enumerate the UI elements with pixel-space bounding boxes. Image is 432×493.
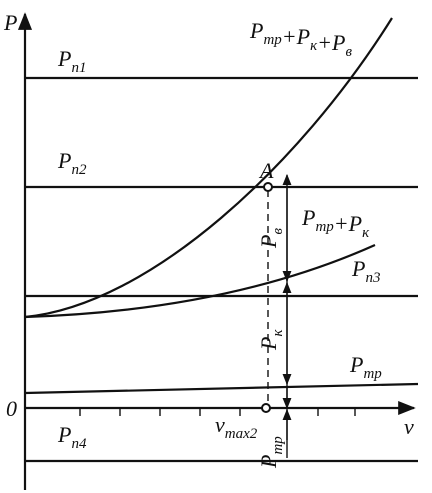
level-label: Pп1	[57, 46, 86, 76]
subscript: п1	[71, 60, 86, 76]
point-a	[263, 182, 273, 192]
level-label: Pп4	[57, 422, 87, 452]
text: P	[57, 46, 71, 71]
subscript: п4	[71, 436, 87, 452]
origin-label: 0	[6, 396, 17, 421]
text: P	[351, 256, 365, 281]
subscript: к	[310, 38, 318, 54]
subscript: к	[362, 225, 370, 241]
speed-label: vmax2	[215, 412, 258, 442]
subscript: тр	[263, 32, 282, 48]
partial-curve	[24, 243, 376, 319]
level-label: Pп2	[57, 148, 87, 178]
subscript: max2	[225, 426, 258, 442]
subscript: тр	[315, 219, 334, 235]
text: v	[215, 412, 225, 437]
subscript: п2	[71, 162, 87, 178]
subscript: тр	[270, 436, 286, 455]
text: P	[256, 455, 281, 469]
point-vmax	[261, 403, 271, 413]
curve-label: Pтр+Pк+Pв	[249, 18, 352, 60]
subscript: к	[270, 329, 286, 337]
text: P	[256, 235, 281, 249]
curve-label: Pтр+Pк	[301, 205, 370, 241]
text: +	[282, 24, 297, 49]
text: P	[301, 205, 315, 230]
text: P	[57, 422, 71, 447]
dimension-label: Pтр	[256, 436, 286, 469]
level-label: Pп3	[351, 256, 380, 286]
curve-label: Pтр	[349, 352, 382, 382]
text: P	[249, 18, 263, 43]
friction-line	[24, 382, 419, 395]
subscript: тр	[363, 366, 382, 382]
dimension-label: Pв	[256, 228, 286, 249]
text: P	[256, 337, 281, 351]
subscript: в	[270, 228, 286, 235]
point-label: A	[258, 158, 274, 183]
y-axis-label: P	[3, 10, 17, 35]
total-curve	[24, 17, 393, 319]
text: +	[317, 30, 332, 55]
x-axis-label: v	[404, 414, 414, 439]
subscript: в	[345, 44, 352, 60]
subscript: п3	[365, 270, 380, 286]
text: P	[57, 148, 71, 173]
text: +	[334, 211, 349, 236]
dimension-label: Pк	[256, 329, 286, 351]
text: P	[348, 211, 362, 236]
text: P	[349, 352, 363, 377]
x-ticks	[79, 408, 356, 416]
text: P	[331, 30, 345, 55]
text: P	[296, 24, 310, 49]
